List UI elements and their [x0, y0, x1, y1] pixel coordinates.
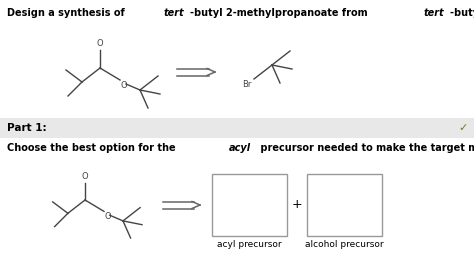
Text: Br: Br [243, 80, 252, 89]
Text: +: + [292, 199, 302, 211]
Bar [307, 174, 382, 236]
Text: O: O [121, 81, 128, 90]
Text: tert: tert [163, 8, 184, 18]
Text: acyl precursor: acyl precursor [217, 240, 282, 249]
Bar [212, 174, 287, 236]
Text: ✓: ✓ [458, 123, 468, 133]
Bar [0, 118, 474, 138]
Text: -butyl bromide.: -butyl bromide. [450, 8, 474, 18]
Text: -butyl 2-methylpropanoate from: -butyl 2-methylpropanoate from [190, 8, 371, 18]
Text: acyl: acyl [229, 143, 251, 153]
Text: precursor needed to make the target molecule.: precursor needed to make the target mole… [257, 143, 474, 153]
Text: alcohol precursor: alcohol precursor [305, 240, 384, 249]
Text: Part 1:: Part 1: [7, 123, 46, 133]
Text: O: O [97, 39, 103, 48]
Text: O: O [105, 212, 111, 221]
Text: tert: tert [423, 8, 444, 18]
Text: O: O [82, 172, 88, 181]
Text: Design a synthesis of: Design a synthesis of [7, 8, 128, 18]
Text: Choose the best option for the: Choose the best option for the [7, 143, 179, 153]
